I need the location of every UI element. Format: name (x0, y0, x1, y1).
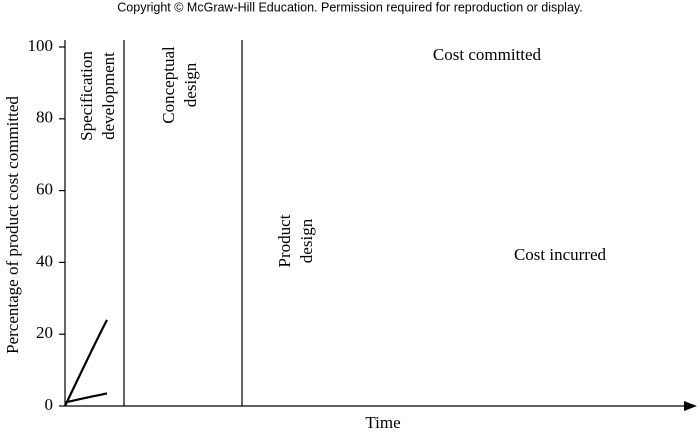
phase-label: Conceptual (159, 46, 178, 124)
y-tick-label: 0 (45, 395, 54, 414)
y-axis-label: Percentage of product cost committed (3, 96, 22, 354)
line (64, 392, 108, 404)
series-label: Cost incurred (514, 245, 607, 264)
series-label: Cost committed (433, 45, 542, 64)
y-tick-label: 20 (36, 323, 53, 342)
y-tick-label: 60 (36, 180, 53, 199)
phase-label: design (297, 218, 316, 263)
phase-label: Specification (77, 51, 96, 141)
axis-arrow (684, 401, 697, 411)
x-axis-label: Time (365, 413, 400, 432)
phase-label: design (181, 62, 200, 107)
y-tick-label: 40 (36, 251, 53, 270)
phase-label: development (99, 52, 118, 140)
copyright: Copyright © McGraw-Hill Education. Permi… (117, 0, 582, 14)
line (64, 319, 108, 407)
phase-label: Product (275, 214, 294, 267)
y-tick-label: 80 (36, 108, 53, 127)
y-tick-label: 100 (28, 36, 54, 55)
